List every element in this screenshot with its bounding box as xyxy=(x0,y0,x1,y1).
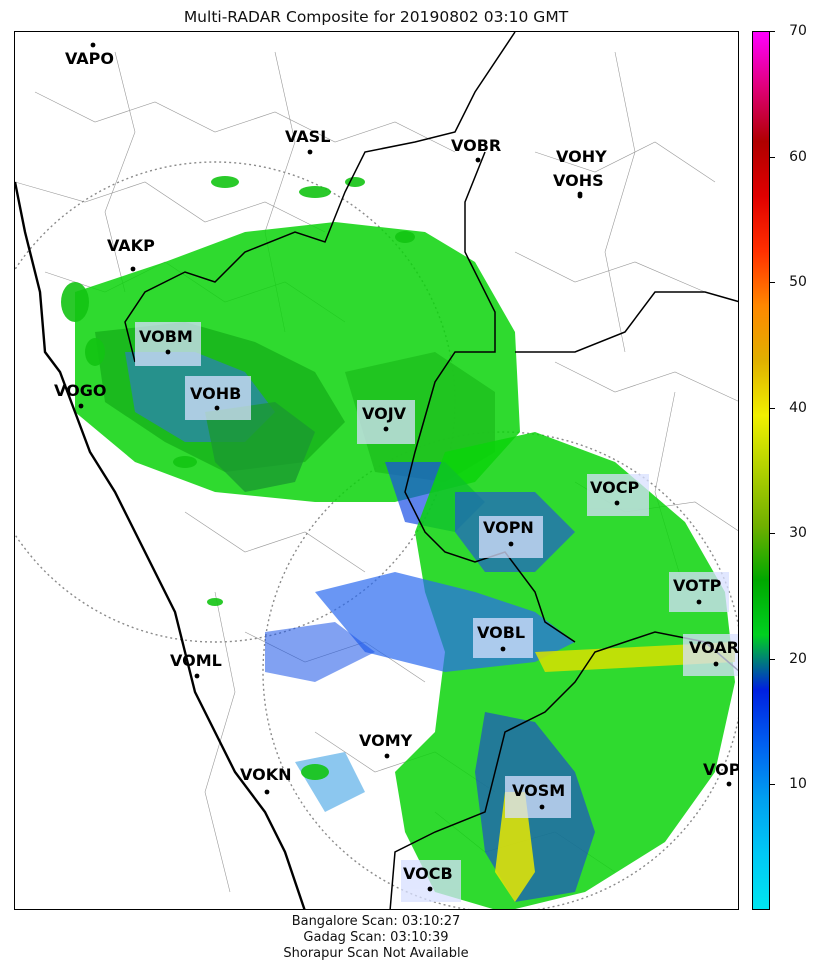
station-dot-votp xyxy=(696,599,702,605)
colorbar-ticks: 10 20 30 40 50 60 70 xyxy=(770,23,825,910)
station-dot-voml xyxy=(194,673,200,679)
colorbar-tick-label: 20 xyxy=(789,650,807,667)
station-label-vomy: VOMY xyxy=(359,731,413,750)
station-dot-vobl xyxy=(500,646,506,652)
colorbar-tick-mark xyxy=(770,533,775,535)
station-dot-vobm xyxy=(165,349,171,355)
footer-line-gadag: Gadag Scan: 03:10:39 xyxy=(303,930,449,945)
station-label-vohs: VOHS xyxy=(553,171,604,190)
radar-map-svg: VAPO VASL VOBR VOHY VOHS VAKP VOBM VOGO VOHB VOJV… xyxy=(15,32,739,909)
station-label-vosm: VOSM xyxy=(512,781,565,800)
station-label-vobm: VOBM xyxy=(139,327,193,346)
station-dot-voar xyxy=(713,661,719,667)
scattered-echoes xyxy=(61,176,415,780)
colorbar-tick-mark xyxy=(770,282,775,284)
scan-info-footer: Bangalore Scan: 03:10:27 Gadag Scan: 03:… xyxy=(0,914,752,962)
station-label-voar: VOAR xyxy=(689,638,739,657)
colorbar-tick-label: 10 xyxy=(789,776,807,793)
station-dot-vopc xyxy=(726,781,732,787)
colorbar-tick-mark xyxy=(770,784,775,786)
station-label-vohy: VOHY xyxy=(556,147,607,166)
station-dot-vobr xyxy=(475,157,481,163)
station-dot-vasl xyxy=(307,149,313,155)
station-label-vasl: VASL xyxy=(285,127,330,146)
footer-line-shorapur: Shorapur Scan Not Available xyxy=(283,946,469,961)
station-label-vohb: VOHB xyxy=(190,384,241,403)
station-dot-vocp xyxy=(614,500,620,506)
station-label-vakp: VAKP xyxy=(107,236,155,255)
station-dot-vojv xyxy=(383,426,389,432)
station-label-vobr: VOBR xyxy=(451,136,501,155)
station-dot-vosm xyxy=(539,804,545,810)
station-label-votp: VOTP xyxy=(673,576,722,595)
station-label-vojv: VOJV xyxy=(362,404,407,423)
map-title: Multi-RADAR Composite for 20190802 03:10… xyxy=(183,8,569,26)
colorbar-tick-label: 50 xyxy=(789,274,807,291)
station-label-vogo: VOGO xyxy=(54,381,106,400)
station-label-vopn: VOPN xyxy=(483,518,534,537)
colorbar-tick-label: 30 xyxy=(789,525,807,542)
station-dot-vohs xyxy=(577,193,583,199)
footer-line-bangalore: Bangalore Scan: 03:10:27 xyxy=(291,914,461,929)
station-dot-vocb xyxy=(427,886,433,892)
reflectivity-colorbar xyxy=(752,31,770,910)
station-label-vocp: VOCP xyxy=(590,478,639,497)
station-highlights xyxy=(135,322,738,902)
station-label-vobl: VOBL xyxy=(477,623,525,642)
station-label-vokn: VOKN xyxy=(240,765,292,784)
colorbar-tick-label: 60 xyxy=(789,148,807,165)
colorbar-tick-label: 70 xyxy=(789,23,807,39)
station-dot-vopn xyxy=(508,541,514,547)
station-dot-vakp xyxy=(130,266,136,272)
colorbar-tick-mark xyxy=(770,407,775,409)
station-dot-vogo xyxy=(78,403,84,409)
station-label-vapo: VAPO xyxy=(65,49,114,68)
station-dot-vokn xyxy=(264,789,270,795)
station-label-vocb: VOCB xyxy=(403,864,453,883)
colorbar-tick-mark xyxy=(770,31,775,32)
colorbar-tick-mark xyxy=(770,156,775,158)
station-label-vopc: VOPC xyxy=(703,760,739,779)
station-dot-vomy xyxy=(384,753,390,759)
station-dot-vapo xyxy=(90,42,96,48)
station-dot-vohb xyxy=(214,405,220,411)
radar-map: VAPO VASL VOBR VOHY VOHS VAKP VOBM VOGO VOHB VOJV… xyxy=(14,31,739,910)
colorbar-tick-mark xyxy=(770,658,775,660)
station-label-voml: VOML xyxy=(170,651,222,670)
station-markers: VAPO VASL VOBR VOHY VOHS VAKP VOBM VOGO VOHB VOJV… xyxy=(54,42,739,892)
colorbar-tick-label: 40 xyxy=(789,399,807,416)
